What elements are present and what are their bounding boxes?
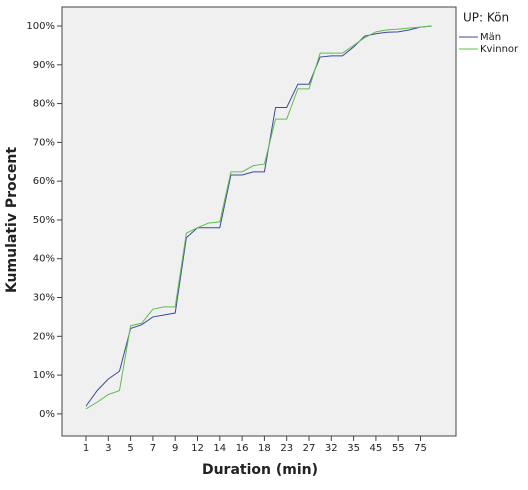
legend-label: Kvinnor [480, 44, 519, 55]
series-line [85, 25, 432, 407]
x-tick-label: 3 [105, 443, 111, 454]
x-tick-label: 16 [236, 443, 249, 454]
x-tick-label: 45 [370, 443, 383, 454]
x-tick-label: 9 [172, 443, 178, 454]
y-tick-label: 100% [26, 21, 55, 32]
legend-title: UP: Kön [463, 11, 509, 25]
x-tick-label: 75 [414, 443, 427, 454]
y-tick-label: 70% [33, 137, 55, 148]
y-tick-label: 30% [33, 293, 55, 304]
y-tick-label: 90% [33, 60, 55, 71]
x-tick-label: 1 [83, 443, 89, 454]
x-axis-label: Duration (min) [202, 462, 318, 478]
y-tick-label: 60% [33, 176, 55, 187]
y-tick-label: 50% [33, 215, 55, 226]
x-tick-label: 12 [191, 443, 204, 454]
x-tick-label: 35 [347, 443, 360, 454]
y-tick-label: 20% [33, 331, 55, 342]
x-tick-label: 23 [280, 443, 293, 454]
x-tick-label: 55 [392, 443, 405, 454]
x-tick-label: 32 [325, 443, 338, 454]
y-tick-label: 80% [33, 99, 55, 110]
series-line [85, 25, 432, 410]
x-tick-label: 18 [258, 443, 271, 454]
x-tick-label: 14 [213, 443, 226, 454]
legend-label: Män [480, 32, 501, 43]
x-tick-label: 5 [127, 443, 133, 454]
y-tick-label: 0% [39, 409, 55, 420]
x-tick-label: 7 [150, 443, 156, 454]
plot-area [61, 6, 457, 437]
y-axis-label: Kumulativ Procent [4, 147, 20, 293]
y-tick-label: 10% [33, 370, 55, 381]
x-tick-label: 27 [303, 443, 316, 454]
y-tick-label: 40% [33, 254, 55, 265]
